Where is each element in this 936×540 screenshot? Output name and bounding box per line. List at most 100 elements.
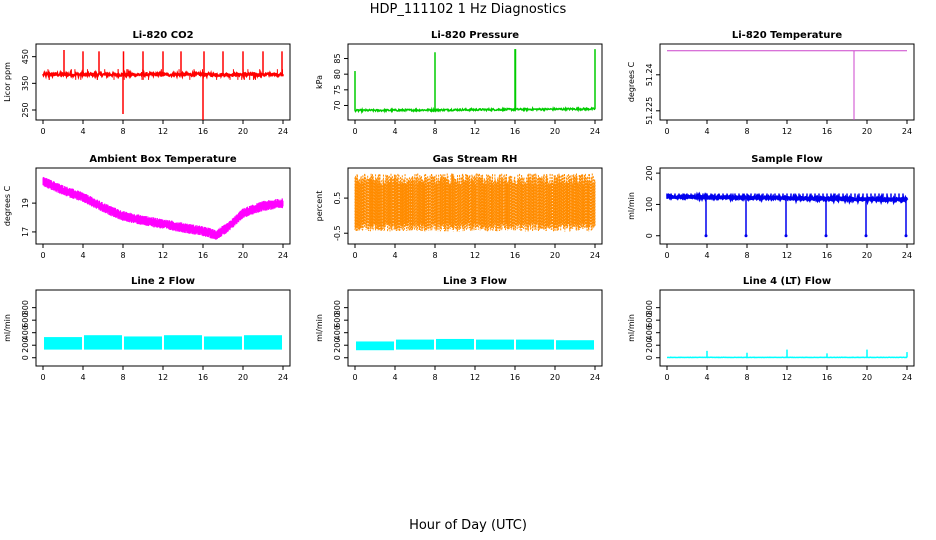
x-tick-label: 16 bbox=[510, 251, 520, 260]
panel-2: Li-820 Pressure kPa 70 75 80 85 0 4 8 12 16 20 24 bbox=[315, 30, 603, 136]
y-tick-label: 400 bbox=[333, 325, 342, 340]
data-band bbox=[44, 337, 82, 350]
y-tick-label: 51.225 bbox=[645, 97, 654, 125]
x-tick-label: 4 bbox=[704, 373, 709, 382]
x-tick-label: 20 bbox=[238, 373, 248, 382]
y-axis-label: percent bbox=[315, 191, 324, 222]
data-band bbox=[516, 339, 554, 350]
y-tick-label: 0 bbox=[333, 355, 342, 360]
panel-6: Sample Flow ml/min 0 100 200 0 4 8 12 16 20 24 bbox=[627, 154, 915, 260]
y-axis-label: kPa bbox=[315, 75, 324, 89]
x-tick-label: 0 bbox=[352, 251, 357, 260]
y-tick-label: 75 bbox=[333, 85, 342, 95]
x-tick-label: 16 bbox=[198, 251, 208, 260]
x-tick-label: 0 bbox=[664, 127, 669, 136]
y-tick-label: 85 bbox=[333, 53, 342, 63]
x-tick-label: 8 bbox=[120, 127, 125, 136]
x-tick-label: 8 bbox=[432, 373, 437, 382]
x-tick-label: 24 bbox=[590, 251, 600, 260]
drop-point bbox=[744, 234, 748, 238]
y-tick-label: 0 bbox=[21, 355, 30, 360]
panel-3: Li-820 Temperature degrees C 51.225 51.24 0 4… bbox=[627, 30, 915, 136]
drop-point bbox=[864, 234, 868, 238]
x-tick-label: 8 bbox=[744, 373, 749, 382]
data-series bbox=[354, 49, 596, 115]
x-tick-label: 12 bbox=[470, 373, 480, 382]
y-tick-label: 200 bbox=[21, 338, 30, 353]
plot-frame bbox=[347, 289, 603, 367]
x-tick-label: 20 bbox=[862, 373, 872, 382]
x-tick-label: 12 bbox=[158, 251, 168, 260]
plot-frame bbox=[659, 167, 915, 245]
x-tick-label: 4 bbox=[392, 251, 397, 260]
y-tick-label: 100 bbox=[645, 197, 654, 212]
panel-title: Li-820 Pressure bbox=[431, 30, 519, 41]
y-tick-label: 80 bbox=[333, 69, 342, 79]
x-tick-label: 8 bbox=[744, 251, 749, 260]
panel-title: Sample Flow bbox=[751, 154, 823, 165]
y-tick-label: 200 bbox=[333, 338, 342, 353]
y-tick-label: 350 bbox=[21, 76, 30, 91]
x-tick-label: 4 bbox=[80, 251, 85, 260]
data-series bbox=[44, 335, 282, 350]
x-tick-label: 8 bbox=[120, 251, 125, 260]
data-series bbox=[666, 191, 909, 238]
y-axis-label: ml/min bbox=[627, 314, 636, 342]
data-band bbox=[84, 335, 122, 350]
y-tick-label: 400 bbox=[21, 325, 30, 340]
data-band bbox=[356, 341, 394, 351]
data-series bbox=[356, 338, 594, 351]
data-band bbox=[396, 339, 434, 350]
y-axis-label: ml/min bbox=[315, 314, 324, 342]
x-tick-label: 8 bbox=[744, 127, 749, 136]
x-tick-label: 0 bbox=[352, 373, 357, 382]
x-tick-label: 20 bbox=[238, 127, 248, 136]
x-tick-label: 8 bbox=[432, 251, 437, 260]
x-tick-label: 4 bbox=[80, 127, 85, 136]
x-tick-label: 20 bbox=[862, 127, 872, 136]
x-tick-label: 16 bbox=[822, 373, 832, 382]
data-series bbox=[354, 173, 596, 232]
data-series bbox=[667, 349, 908, 359]
x-tick-label: 4 bbox=[392, 127, 397, 136]
panel-title: Line 2 Flow bbox=[131, 276, 195, 287]
panel-title: Li-820 CO2 bbox=[132, 30, 193, 41]
x-tick-label: 12 bbox=[782, 127, 792, 136]
x-tick-label: 24 bbox=[902, 373, 912, 382]
y-axis-label: Licor ppm bbox=[3, 62, 12, 102]
x-tick-label: 0 bbox=[664, 373, 669, 382]
y-tick-label: 70 bbox=[333, 100, 342, 110]
x-tick-label: 0 bbox=[40, 373, 45, 382]
x-tick-label: 20 bbox=[862, 251, 872, 260]
data-band bbox=[436, 338, 474, 350]
x-tick-label: 0 bbox=[352, 127, 357, 136]
x-tick-label: 16 bbox=[510, 127, 520, 136]
x-axis-label: Hour of Day (UTC) bbox=[409, 518, 527, 533]
x-tick-label: 20 bbox=[550, 127, 560, 136]
y-tick-label: 51.24 bbox=[645, 63, 654, 86]
y-tick-label: 800 bbox=[645, 300, 654, 315]
x-tick-label: 24 bbox=[278, 373, 288, 382]
series-line bbox=[354, 106, 596, 115]
y-tick-label: 800 bbox=[333, 300, 342, 315]
data-band bbox=[556, 340, 594, 350]
y-tick-label: 800 bbox=[21, 300, 30, 315]
y-tick-label: 17 bbox=[21, 227, 30, 237]
x-tick-label: 12 bbox=[158, 373, 168, 382]
y-tick-label: 200 bbox=[645, 338, 654, 353]
x-tick-label: 24 bbox=[902, 251, 912, 260]
x-tick-label: 8 bbox=[120, 373, 125, 382]
x-tick-label: 0 bbox=[664, 251, 669, 260]
x-tick-label: 12 bbox=[158, 127, 168, 136]
y-tick-label: 0.5 bbox=[333, 192, 342, 205]
drop-point bbox=[824, 234, 828, 238]
x-tick-label: 24 bbox=[590, 373, 600, 382]
y-axis-label: ml/min bbox=[3, 314, 12, 342]
data-series bbox=[667, 50, 907, 120]
x-tick-label: 12 bbox=[782, 373, 792, 382]
x-tick-label: 24 bbox=[278, 251, 288, 260]
panel-1: Li-820 CO2 Licor ppm 250 350 450 0 4 8 12 16 20 24 bbox=[3, 30, 291, 136]
x-tick-label: 0 bbox=[40, 251, 45, 260]
data-band bbox=[124, 336, 162, 350]
